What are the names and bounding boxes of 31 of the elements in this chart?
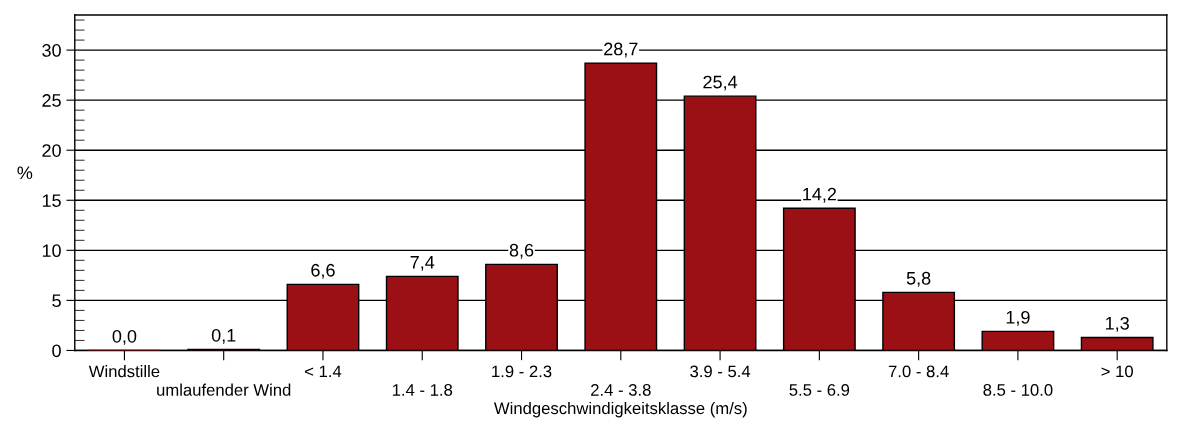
x-tick-label: < 1.4 <box>305 365 342 378</box>
x-tick-label: 1.4 - 1.8 <box>392 384 453 396</box>
data-label: 14,2 <box>803 187 837 203</box>
x-tick-label: Windstille <box>88 365 160 378</box>
x-axis-title: Windgeschwindigkeitsklasse (m/s) <box>493 401 747 418</box>
x-tick-label: 7.0 - 8.4 <box>888 365 949 378</box>
y-axis-title: % <box>17 166 33 180</box>
x-tick-label: 8.5 - 10.0 <box>983 384 1053 396</box>
x-tick-label: 1.9 - 2.3 <box>492 365 552 378</box>
data-label: 7,4 <box>410 256 435 271</box>
data-label: 8,6 <box>509 243 534 259</box>
data-label: 0,0 <box>112 329 137 345</box>
data-label: 1,9 <box>1006 310 1030 326</box>
y-tick-label: 25 <box>42 94 61 107</box>
y-tick-label: 30 <box>42 44 61 57</box>
y-tick-label: 10 <box>42 244 61 258</box>
x-tick-label: 3.9 - 5.4 <box>690 365 751 378</box>
data-label: 0,1 <box>211 328 236 344</box>
x-tick-label: 5.5 - 6.9 <box>789 384 850 396</box>
y-tick-label: 5 <box>52 294 61 308</box>
data-label: 25,4 <box>703 75 738 91</box>
x-tick-label: 2.4 - 3.8 <box>591 384 651 396</box>
x-tick-label: > 10 <box>1101 365 1133 378</box>
x-tick-label: umlaufender Wind <box>157 383 291 396</box>
data-label: 1,3 <box>1106 316 1129 332</box>
data-label: 5,8 <box>906 271 931 287</box>
y-tick-label: 0 <box>52 344 61 358</box>
y-tick-label: 20 <box>42 144 61 157</box>
data-label: 28,7 <box>604 42 638 58</box>
y-tick-label: 15 <box>42 194 61 207</box>
data-label: 6,6 <box>311 263 335 279</box>
